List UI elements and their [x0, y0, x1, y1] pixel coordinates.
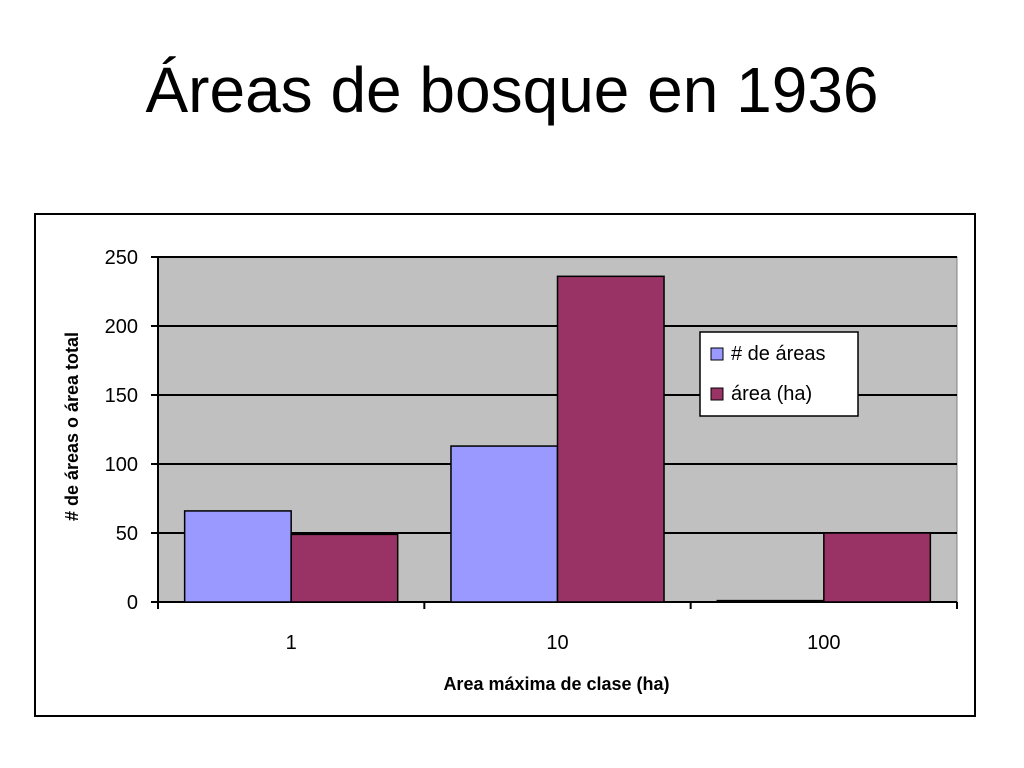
y-tick-label: 100 [105, 454, 138, 476]
legend-swatch [710, 347, 724, 361]
bar-num-areas [183, 510, 292, 603]
slide-title: Áreas de bosque en 1936 [145, 54, 879, 126]
bar-area-ha [290, 533, 399, 603]
x-tick-label: 1 [286, 632, 297, 654]
legend [699, 331, 859, 417]
bar-num-areas [716, 599, 825, 603]
bar-area-ha [556, 275, 665, 603]
x-tick-label: 10 [546, 632, 568, 654]
legend-swatch [710, 387, 724, 401]
x-tick-label: 100 [807, 632, 840, 654]
legend-label: # de áreas [731, 343, 826, 365]
y-tick-label: 50 [116, 523, 138, 545]
y-tick-label: 0 [127, 592, 138, 614]
y-axis-title: # de áreas o área total [62, 332, 82, 521]
legend-label: área (ha) [731, 383, 812, 405]
y-tick-label: 150 [105, 385, 138, 407]
bar-num-areas [450, 445, 559, 603]
bar-area-ha [823, 532, 932, 603]
x-axis-title: Area máxima de clase (ha) [443, 674, 669, 694]
y-tick-label: 200 [105, 316, 138, 338]
y-tick-label: 250 [105, 247, 138, 269]
